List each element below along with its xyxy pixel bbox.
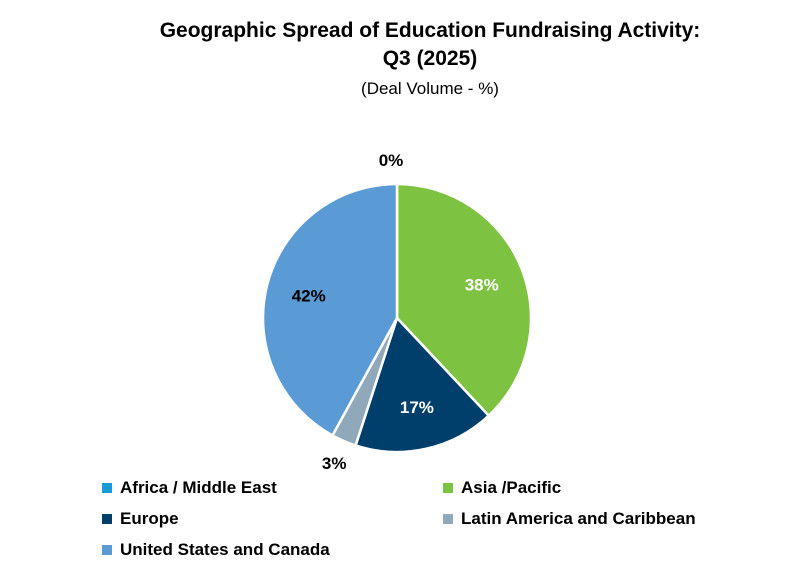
legend-label: Africa / Middle East [120,478,277,497]
legend-swatch [443,483,453,493]
chart-subtitle: (Deal Volume - %) [361,79,499,98]
legend-swatch [102,514,112,524]
legend-item-latin-america-and-caribbean: Latin America and Caribbean [443,509,696,529]
legend-item-africa-middle-east: Africa / Middle East [102,478,277,498]
legend-label: Latin America and Caribbean [461,509,696,528]
chart-title-line2: Q3 (2025) [382,47,478,70]
legend-label: United States and Canada [120,540,330,559]
pie-slice-united-states-and-canada [261,182,399,438]
legend-label: Asia /Pacific [461,478,562,497]
data-label-africa-middle-east: 0% [379,151,404,170]
legend-item-united-states-and-canada: United States and Canada [102,540,330,560]
data-label-united-states-and-canada: 42% [292,286,326,305]
legend-item-asia-pacific: Asia /Pacific [443,478,561,498]
legend-swatch [102,483,112,493]
legend-item-europe: Europe [102,509,179,529]
data-label-europe: 17% [400,398,434,417]
legend-swatch [102,545,112,555]
legend-swatch [443,514,453,524]
chart-title-line1: Geographic Spread of Education Fundraisi… [159,19,701,42]
legend-label: Europe [120,509,179,528]
pie-slice-asia-pacific [395,182,533,418]
data-label-asia-pacific: 38% [465,275,499,294]
pie-slice-europe [354,315,491,454]
data-label-latin-america-and-caribbean: 3% [322,454,347,473]
